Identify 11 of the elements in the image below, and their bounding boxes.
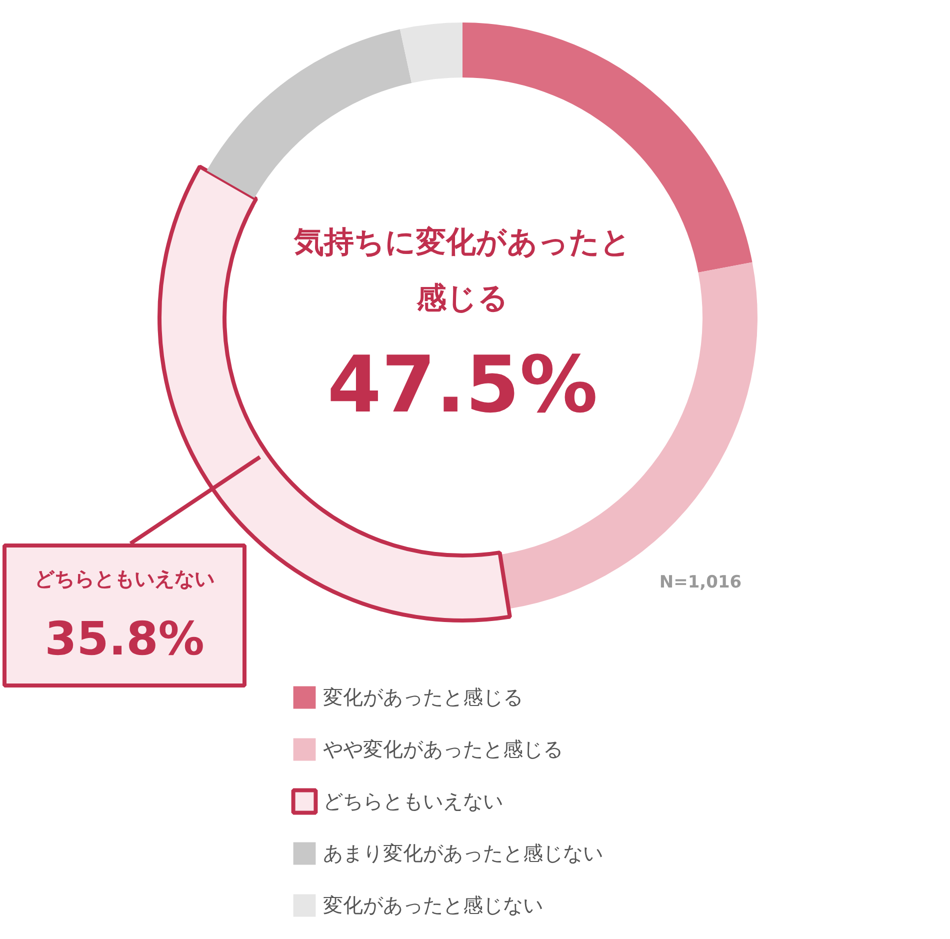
text: 気持ちに変化があったと [293,225,631,260]
legend-label: 変化があったと感じる [323,684,523,710]
text: 感じる [416,281,508,316]
legend-label: 変化があったと感じない [323,892,543,918]
legend-label: あまり変化があったと感じない [323,840,603,866]
text: 35.8% [44,612,204,666]
legend-label: やや変化があったと感じる [323,736,563,762]
text: 47.5% [327,340,598,430]
text: どちらともいえない [34,566,214,590]
legend-label: どちらともいえない [323,788,503,814]
text: N=1,016 [659,572,742,592]
